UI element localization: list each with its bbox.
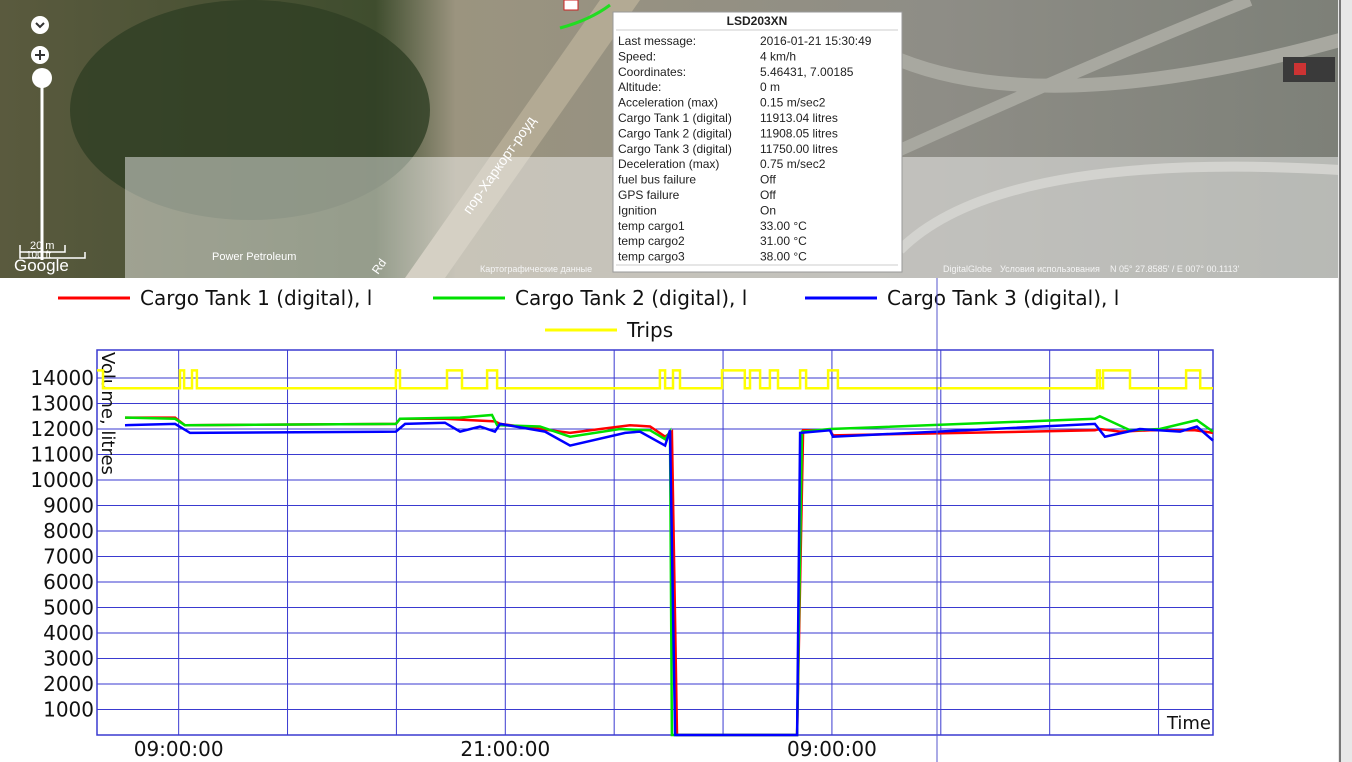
chart: 1000200030004000500060007000800090001000…: [30, 286, 1214, 761]
popup-label: Cargo Tank 3 (digital): [618, 142, 732, 156]
popup-label: Cargo Tank 2 (digital): [618, 126, 732, 140]
popup-value: 11908.05 litres: [760, 126, 838, 140]
popup-value: 0 m: [760, 80, 780, 94]
popup-value: Off: [760, 173, 776, 187]
icon: [1294, 63, 1306, 75]
legend-label: Cargo Tank 3 (digital), l: [887, 286, 1119, 310]
popup-label: Last message:: [618, 34, 696, 48]
forest: [70, 0, 430, 220]
popup-value: 31.00 °C: [760, 234, 807, 248]
y-tick-label: 5000: [43, 596, 94, 620]
poi-label: Power Petroleum: [212, 251, 296, 263]
popup-value: 11750.00 litres: [760, 142, 838, 156]
map-type-button[interactable]: [1283, 57, 1335, 82]
y-tick-label: 9000: [43, 494, 94, 518]
x-tick-label: 09:00:00: [134, 737, 224, 761]
icon: [35, 22, 45, 29]
popup-value: 0.15 m/sec2: [760, 96, 826, 110]
track: [559, 3, 611, 30]
legend-label: Cargo Tank 1 (digital), l: [140, 286, 372, 310]
popup-value: 0.75 m/sec2: [760, 157, 826, 171]
y-tick-label: 8000: [43, 519, 94, 543]
road: [405, 0, 640, 278]
zoom-collapse[interactable]: [31, 16, 49, 34]
y-tick-label: 11000: [30, 443, 94, 467]
y-tick-label: 6000: [43, 570, 94, 594]
attribution: Картографические данные: [480, 264, 592, 274]
attribution: DigitalGlobe: [943, 264, 992, 274]
popup-title: LSD203XN: [727, 14, 788, 28]
plot-border: [96, 349, 1214, 736]
popup-value: 38.00 °C: [760, 250, 807, 264]
series-line: [124, 421, 1214, 737]
y-tick-label: 14000: [30, 366, 94, 390]
road: [896, 161, 1341, 254]
legend-label: Cargo Tank 2 (digital), l: [515, 286, 747, 310]
popup-label: fuel bus failure: [618, 173, 696, 187]
popup-label: temp cargo1: [618, 219, 685, 233]
attribution: Условия использования: [1000, 264, 1100, 274]
logo: Google: [14, 256, 69, 275]
x-tick-label: 09:00:00: [787, 737, 877, 761]
y-tick-label: 3000: [43, 647, 94, 671]
popup-value: 4 km/h: [760, 49, 796, 63]
popup-value: On: [760, 203, 776, 217]
road: [897, 0, 1253, 156]
series-line: [97, 369, 1213, 390]
y-tick-label: 4000: [43, 621, 94, 645]
popup-label: Deceleration (max): [618, 157, 719, 171]
y-tick-label: 2000: [43, 672, 94, 696]
series-line: [124, 413, 1214, 737]
popup-label: Acceleration (max): [618, 96, 718, 110]
y-tick-label: 7000: [43, 545, 94, 569]
popup-value: 33.00 °C: [760, 219, 807, 233]
legend-label: Trips: [626, 318, 673, 342]
scale-bar: [19, 245, 86, 259]
scale-label: 100 ft: [26, 250, 51, 261]
x-axis-label: Time: [1166, 713, 1211, 734]
popup-label: temp cargo2: [618, 234, 685, 248]
zoom-handle[interactable]: [32, 68, 52, 88]
popup-label: GPS failure: [618, 188, 680, 202]
coordinates: N 05° 27.8585' / E 007° 00.1113': [1110, 264, 1240, 274]
y-tick-label: 1000: [43, 698, 94, 722]
scrollbar[interactable]: [1338, 0, 1352, 762]
y-tick-label: 12000: [30, 417, 94, 441]
popup-label: temp cargo3: [618, 250, 685, 264]
popup-label: Cargo Tank 1 (digital): [618, 111, 732, 125]
y-tick-label: 13000: [30, 392, 94, 416]
popup-label: Speed:: [618, 49, 656, 63]
popup-value: 11913.04 litres: [760, 111, 838, 125]
road: [897, 33, 1342, 93]
popup-label: Ignition: [618, 203, 657, 217]
scale-label: 20 m: [30, 240, 54, 252]
popup-value: 5.46431, 7.00185: [760, 65, 854, 79]
popup-value: 2016-01-21 15:30:49: [760, 34, 872, 48]
y-tick-label: 10000: [30, 468, 94, 492]
x-tick-label: 21:00:00: [460, 737, 550, 761]
popup-value: Off: [760, 188, 776, 202]
marker[interactable]: [563, 0, 579, 11]
info-popup: LSD203XN Last message: 2016-01-21 15:30:4…: [612, 11, 903, 273]
popup-label: Coordinates:: [618, 65, 686, 79]
icon: [35, 50, 45, 60]
popup-label: Altitude:: [618, 80, 661, 94]
popup-box: [612, 11, 903, 273]
